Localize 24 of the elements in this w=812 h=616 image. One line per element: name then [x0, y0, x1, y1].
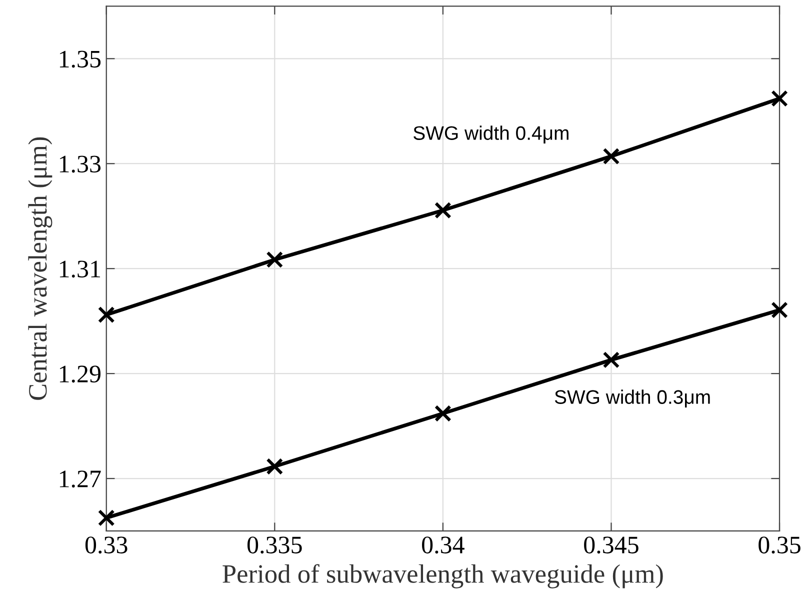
point	[602, 351, 620, 368]
y-tick-label: 1.29	[60, 366, 100, 383]
point	[602, 148, 620, 165]
y-tick-label: 1.33	[60, 156, 101, 173]
annotation: SWG width 0.3μm	[554, 390, 710, 408]
y-tick-label: 1.35	[60, 50, 101, 68]
y-axis-title: Central wavelength (μm)	[28, 137, 52, 400]
point	[98, 509, 115, 526]
point	[266, 458, 284, 475]
x-tick-label: 0.345	[584, 536, 638, 554]
annotation: SWG width 0.4μm	[414, 126, 568, 144]
x-tick-label: 0.335	[247, 536, 302, 554]
point	[98, 306, 115, 324]
point	[771, 90, 788, 108]
x-axis-title: Period of subwavelength waveguide (μm)	[222, 564, 663, 588]
y-tick-label: 1.31	[60, 260, 100, 278]
point	[434, 202, 452, 219]
x-tick-label: 0.33	[85, 536, 128, 554]
y-tick-label: 1.27	[60, 470, 101, 488]
point	[771, 302, 788, 319]
x-tick-label: 0.34	[422, 536, 464, 554]
x-tick-label: 0.35	[758, 536, 800, 554]
point	[266, 251, 284, 268]
point	[434, 404, 452, 422]
